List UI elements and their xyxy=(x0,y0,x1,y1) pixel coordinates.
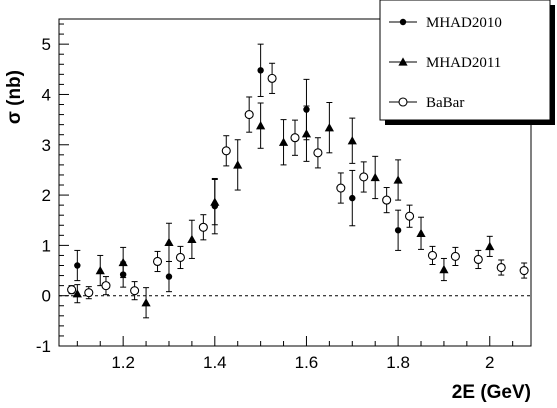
x-tick-label: 1.2 xyxy=(111,353,135,372)
data-point xyxy=(175,252,185,263)
data-point xyxy=(74,262,81,269)
data-point xyxy=(118,257,128,267)
legend-box xyxy=(379,0,551,121)
data-point xyxy=(84,288,94,298)
data-point xyxy=(324,123,334,132)
data-point xyxy=(152,256,163,267)
data-point xyxy=(473,254,483,265)
data-point xyxy=(347,136,357,145)
legend-marker xyxy=(398,97,408,107)
data-point xyxy=(210,197,220,206)
data-point xyxy=(278,137,289,146)
data-point xyxy=(95,265,105,275)
axis-ticks xyxy=(59,23,514,347)
legend-marker xyxy=(399,18,407,26)
x-tick-label: 1.6 xyxy=(295,353,319,372)
legend: MHAD2010 MHAD2011 BaBar xyxy=(379,0,555,125)
plot-frame xyxy=(58,18,532,347)
data-point xyxy=(485,241,495,251)
x-axis-title: 2E (GeV) xyxy=(452,382,531,403)
data-point xyxy=(187,234,197,244)
data-point xyxy=(439,264,449,274)
data-point xyxy=(301,129,312,138)
data-point xyxy=(496,262,506,273)
data-point xyxy=(450,251,460,262)
legend-label: MHAD2011 xyxy=(426,55,501,71)
data-point xyxy=(72,289,82,298)
data-point xyxy=(349,194,356,202)
data-point xyxy=(416,228,426,237)
tick-labels: 1.2 1.4 1.6 1.8 2 -1 0 1 2 3 4 5 xyxy=(36,35,495,372)
x-tick-label: 1.4 xyxy=(203,353,227,372)
x-tick-label: 1.8 xyxy=(386,353,410,372)
data-point xyxy=(359,172,369,182)
data-point xyxy=(519,265,529,276)
y-tick-label: -1 xyxy=(36,337,51,356)
data-point xyxy=(394,227,402,234)
data-point xyxy=(382,195,392,205)
series-mhad2011 xyxy=(72,102,495,319)
data-point xyxy=(256,121,266,130)
y-axis-title: σ (nb) xyxy=(4,70,25,124)
data-point xyxy=(67,285,77,295)
data-point xyxy=(198,222,208,232)
data-point xyxy=(336,183,346,193)
data-point xyxy=(165,273,173,280)
y-tick-label: 2 xyxy=(42,186,51,205)
data-point xyxy=(427,250,438,260)
data-point xyxy=(313,148,323,158)
y-tick-label: 5 xyxy=(42,35,51,54)
x-tick-label: 2 xyxy=(485,353,494,372)
y-tick-label: 1 xyxy=(42,236,51,255)
series-babar xyxy=(67,62,529,301)
data-point xyxy=(221,146,231,156)
y-tick-label: 3 xyxy=(42,136,51,155)
legend-marker xyxy=(398,57,408,66)
data-point xyxy=(101,281,111,291)
data-marks xyxy=(67,43,529,319)
data-point xyxy=(370,172,380,182)
data-point xyxy=(257,67,264,74)
data-point xyxy=(290,133,300,143)
y-tick-label: 4 xyxy=(42,85,51,104)
data-point xyxy=(130,286,140,296)
data-point xyxy=(164,237,174,247)
data-point xyxy=(267,73,277,83)
legend-label: MHAD2010 xyxy=(426,15,502,31)
data-point xyxy=(405,211,415,221)
data-point xyxy=(244,110,254,120)
data-point xyxy=(141,298,151,307)
legend-label: BaBar xyxy=(426,95,464,111)
data-point xyxy=(393,175,403,184)
y-tick-label: 0 xyxy=(42,287,51,306)
data-point xyxy=(233,160,243,169)
